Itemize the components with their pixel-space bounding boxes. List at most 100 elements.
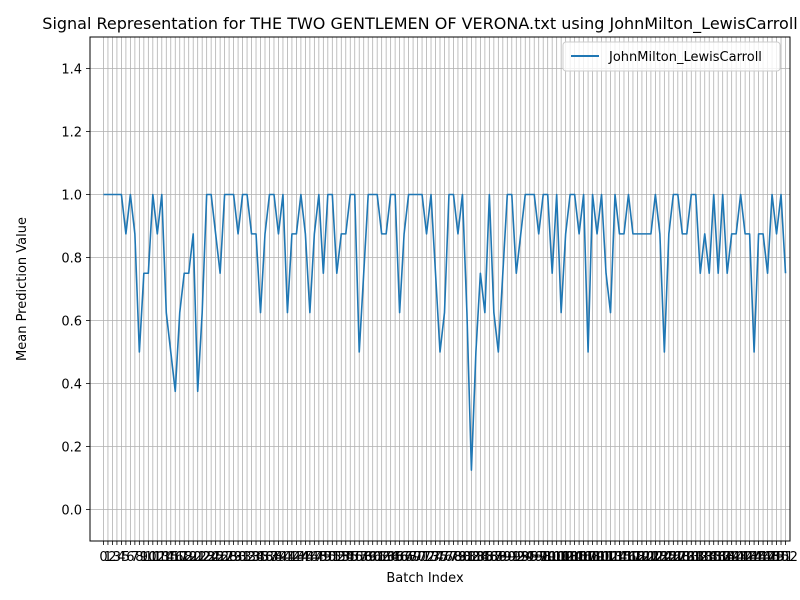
x-tick-label: 99 <box>539 550 556 565</box>
x-tick-label: 112 <box>594 550 619 565</box>
x-tick-label: 145 <box>742 550 767 565</box>
x-tick-label: 117 <box>616 550 641 565</box>
x-tick-label: 108 <box>576 550 601 565</box>
x-tick-label: 24 <box>203 550 220 565</box>
x-tick-label: 4 <box>117 550 125 565</box>
x-tick-label: 97 <box>530 550 547 565</box>
x-tick-label: 52 <box>329 550 346 565</box>
x-tick-label: 32 <box>239 550 256 565</box>
x-tick-label: 36 <box>257 550 274 565</box>
x-tick-label: 122 <box>638 550 663 565</box>
x-tick-label: 29 <box>225 550 242 565</box>
x-tick-label: 20 <box>185 550 202 565</box>
x-tick-label: 150 <box>764 550 789 565</box>
x-tick-label: 72 <box>418 550 435 565</box>
x-tick-label: 133 <box>688 550 713 565</box>
x-tick-label: 73 <box>423 550 440 565</box>
x-tick-label: 85 <box>477 550 494 565</box>
y-tick-label: 0.6 <box>61 315 82 330</box>
x-tick-label: 90 <box>499 550 516 565</box>
x-tick-label: 61 <box>369 550 386 565</box>
x-tick-label: 129 <box>670 550 695 565</box>
x-tick-label: 110 <box>585 550 610 565</box>
x-tick-label: 49 <box>315 550 332 565</box>
x-tick-label: 84 <box>472 550 489 565</box>
x-tick-label: 89 <box>495 550 512 565</box>
x-tick-label: 47 <box>306 550 323 565</box>
x-tick-label: 118 <box>621 550 646 565</box>
x-tick-label: 152 <box>773 550 798 565</box>
x-tick-label: 30 <box>230 550 247 565</box>
x-tick-label: 113 <box>598 550 623 565</box>
x-tick-label: 48 <box>311 550 328 565</box>
x-tick-label: 45 <box>297 550 314 565</box>
x-tick-label: 64 <box>382 550 399 565</box>
x-tick-label: 137 <box>706 550 731 565</box>
x-tick-label: 95 <box>521 550 538 565</box>
x-tick-label: 58 <box>355 550 372 565</box>
x-tick-label: 7 <box>131 550 139 565</box>
x-tick-label: 17 <box>171 550 188 565</box>
x-tick-label: 60 <box>364 550 381 565</box>
x-tick-label: 26 <box>212 550 229 565</box>
x-tick-label: 98 <box>535 550 552 565</box>
x-tick-label: 11 <box>145 550 162 565</box>
x-tick-label: 149 <box>760 550 785 565</box>
x-tick-label: 25 <box>207 550 224 565</box>
x-tick-label: 37 <box>261 550 278 565</box>
x-tick-label: 66 <box>391 550 408 565</box>
x-tick-label: 1 <box>104 550 112 565</box>
x-tick-label: 81 <box>459 550 476 565</box>
x-tick-label: 140 <box>719 550 744 565</box>
x-tick-label: 83 <box>468 550 485 565</box>
x-tick-label: 0 <box>99 550 107 565</box>
x-tick-label: 126 <box>656 550 681 565</box>
x-tick-label: 104 <box>558 550 583 565</box>
legend-label: JohnMilton_LewisCarroll <box>608 50 762 65</box>
x-tick-label: 103 <box>553 550 578 565</box>
y-tick-label: 0.8 <box>61 252 82 267</box>
x-tick-label: 76 <box>436 550 453 565</box>
x-tick-label: 79 <box>450 550 467 565</box>
x-tick-label: 75 <box>432 550 449 565</box>
x-tick-label: 68 <box>400 550 417 565</box>
x-tick-label: 63 <box>378 550 395 565</box>
x-tick-label: 147 <box>751 550 776 565</box>
x-tick-label: 12 <box>149 550 166 565</box>
x-tick-label: 142 <box>728 550 753 565</box>
x-tick-label: 91 <box>504 550 521 565</box>
x-tick-label: 33 <box>243 550 260 565</box>
x-tick-label: 86 <box>481 550 498 565</box>
x-tick-label: 88 <box>490 550 507 565</box>
x-tick-label: 111 <box>589 550 614 565</box>
x-tick-label: 16 <box>167 550 184 565</box>
x-tick-label: 35 <box>252 550 269 565</box>
x-tick-label: 123 <box>643 550 668 565</box>
x-tick-label: 105 <box>562 550 587 565</box>
x-tick-label: 69 <box>405 550 422 565</box>
x-tick-label: 139 <box>715 550 740 565</box>
x-tick-label: 42 <box>284 550 301 565</box>
x-tick-label: 53 <box>333 550 350 565</box>
x-tick-label: 125 <box>652 550 677 565</box>
x-tick-label: 57 <box>351 550 368 565</box>
y-tick-label: 1.0 <box>61 189 82 204</box>
x-tick-label: 132 <box>683 550 708 565</box>
x-tick-label: 96 <box>526 550 543 565</box>
x-tick-label: 82 <box>463 550 480 565</box>
x-tick-label: 114 <box>603 550 628 565</box>
x-tick-label: 10 <box>140 550 157 565</box>
x-tick-label: 131 <box>679 550 704 565</box>
x-tick-label: 148 <box>755 550 780 565</box>
x-tick-label: 55 <box>342 550 359 565</box>
x-tick-label: 77 <box>441 550 458 565</box>
x-tick-label: 94 <box>517 550 534 565</box>
x-tick-label: 74 <box>427 550 444 565</box>
x-tick-label: 8 <box>135 550 143 565</box>
x-tick-label: 59 <box>360 550 377 565</box>
x-tick-label: 102 <box>549 550 574 565</box>
x-tick-label: 106 <box>567 550 592 565</box>
x-tick-label: 134 <box>692 550 717 565</box>
x-tick-label: 34 <box>248 550 265 565</box>
